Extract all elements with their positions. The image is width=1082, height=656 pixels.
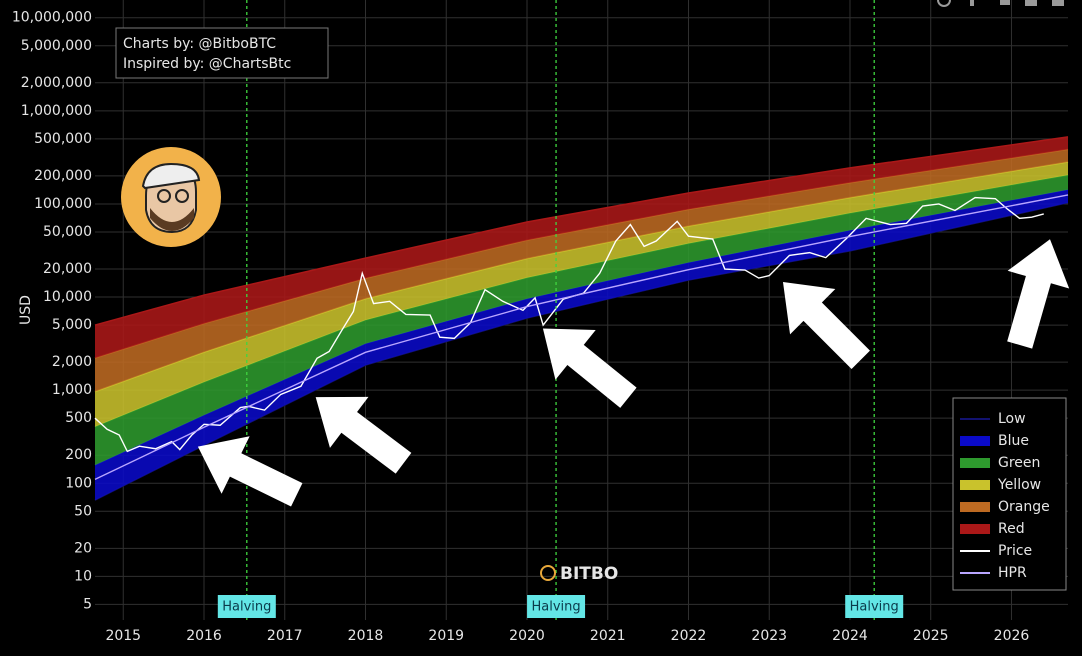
price-line <box>94 196 1044 453</box>
legend-label: Low <box>998 411 1026 427</box>
halving-label-box <box>527 595 586 618</box>
y-tick-label: 10,000 <box>43 289 92 305</box>
rainbow-band <box>95 175 1068 466</box>
y-tick-label: 50 <box>74 503 92 519</box>
legend-swatch <box>960 480 990 490</box>
y-tick-label: 100,000 <box>34 196 92 212</box>
x-tick-label: 2022 <box>671 628 707 644</box>
y-tick-label: 1,000 <box>52 382 92 398</box>
halving-label: Halving <box>531 600 580 615</box>
y-tick-label: 5,000 <box>52 317 92 333</box>
y-tick-label: 20 <box>74 540 92 556</box>
halving-label-box <box>845 595 904 618</box>
y-tick-label: 10 <box>74 568 92 584</box>
legend: Low Blue Green Yellow Orange Red Price HPR <box>952 397 1067 591</box>
y-tick-label: 1,000,000 <box>21 103 92 119</box>
legend-label: Yellow <box>997 477 1041 493</box>
arrow <box>782 281 870 369</box>
arrow <box>197 436 303 507</box>
legend-label: Green <box>998 455 1040 471</box>
arrow <box>1007 239 1070 349</box>
rainbow-band <box>95 136 1068 359</box>
rainbow-band <box>95 189 1068 501</box>
y-tick-label: 200 <box>65 447 92 463</box>
toolbar[interactable] <box>937 0 1064 7</box>
legend-swatch <box>960 458 990 468</box>
x-tick-label: 2017 <box>267 628 303 644</box>
x-tick-label: 2026 <box>994 628 1030 644</box>
band-edge <box>94 136 1069 326</box>
y-tick-label: 5,000,000 <box>21 38 92 54</box>
legend-label: Price <box>998 543 1032 559</box>
legend-label: Blue <box>998 433 1029 449</box>
x-tick-label: 2020 <box>509 628 545 644</box>
legend-swatch <box>960 436 990 446</box>
credit-line: Charts by: @BitboBTC <box>123 36 276 52</box>
y-axis-label: USD <box>18 295 34 325</box>
y-tick-label: 10,000,000 <box>12 10 92 26</box>
y-tick-label: 20,000 <box>43 261 92 277</box>
legend-swatch <box>960 524 990 534</box>
x-tick-label: 2015 <box>105 628 141 644</box>
x-tick-label: 2021 <box>590 628 626 644</box>
axes: 5 10 20 50 100 200 500 1,000 2,000 5,000 10,000 20,… <box>12 10 1030 644</box>
y-tick-label: 2,000 <box>52 354 92 370</box>
legend-label: Red <box>998 521 1025 537</box>
y-tick-label: 200,000 <box>34 168 92 184</box>
legend-label: HPR <box>998 565 1027 581</box>
legend-box <box>952 397 1067 591</box>
watermark: BITBO <box>540 564 618 584</box>
y-tick-label: 2,000,000 <box>21 75 92 91</box>
plot-area: Halving Halving Halving <box>94 0 1069 620</box>
watermark-text: BITBO <box>560 564 618 584</box>
rainbow-band <box>95 162 1068 427</box>
halving-label: Halving <box>850 600 899 615</box>
x-tick-label: 2016 <box>186 628 222 644</box>
y-tick-label: 5 <box>83 596 92 612</box>
x-tick-label: 2023 <box>751 628 787 644</box>
rainbow-band <box>95 149 1068 392</box>
x-tick-label: 2018 <box>348 628 384 644</box>
halving-label: Halving <box>222 600 271 615</box>
x-tick-label: 2025 <box>913 628 949 644</box>
arrows <box>197 239 1070 507</box>
series-line <box>94 194 1069 481</box>
y-tick-label: 500,000 <box>34 131 92 147</box>
legend-swatch <box>960 502 990 512</box>
legend-label: Orange <box>998 499 1050 515</box>
x-tick-label: 2019 <box>428 628 464 644</box>
credits-box <box>115 27 329 79</box>
y-tick-label: 50,000 <box>43 224 92 240</box>
avatar <box>121 147 221 247</box>
halving-label-box <box>217 595 276 618</box>
y-tick-label: 100 <box>65 475 92 491</box>
arrow <box>315 396 412 474</box>
arrow <box>542 328 637 408</box>
y-tick-label: 500 <box>65 410 92 426</box>
x-tick-label: 2024 <box>832 628 868 644</box>
credit-line: Inspired by: @ChartsBtc <box>123 56 291 72</box>
